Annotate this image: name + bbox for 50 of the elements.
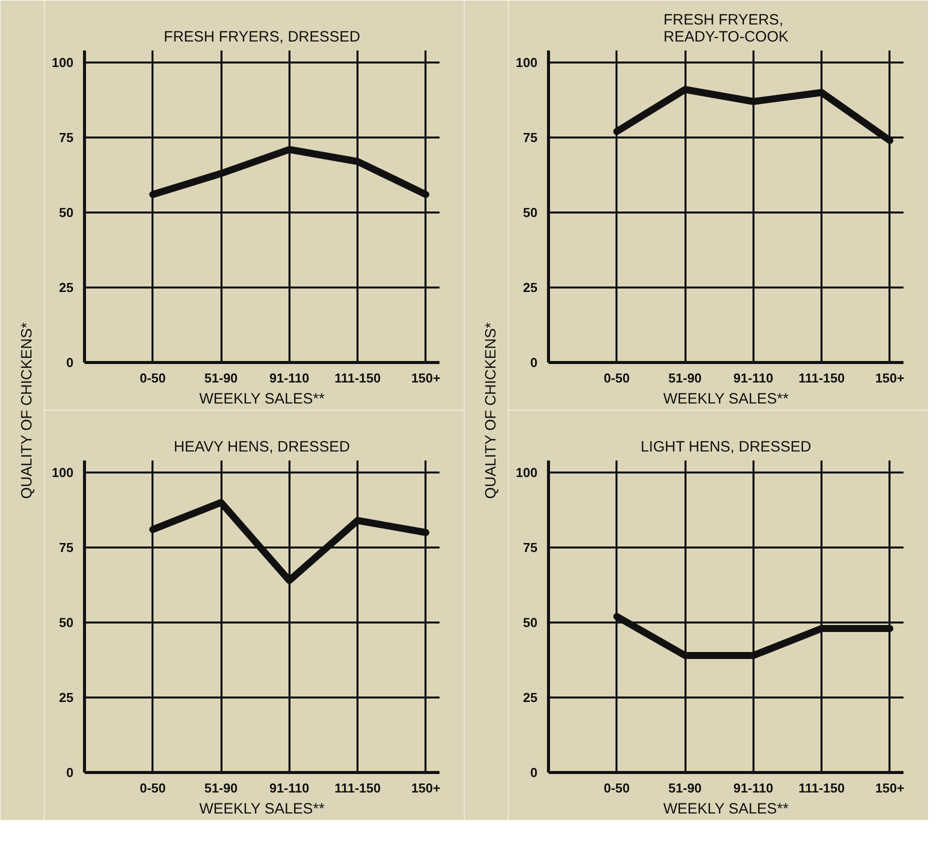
x-tick-label: 51-90 (204, 780, 238, 796)
y-axis-title: QUALITY OF CHICKENS* (18, 322, 36, 499)
x-axis-title: WEEKLY SALES** (663, 800, 789, 818)
y-tick-label: 0 (66, 765, 74, 780)
x-tick-label: 0-50 (604, 370, 630, 386)
x-tick-label: 150+ (411, 780, 441, 796)
y-tick-label: 100 (516, 55, 538, 70)
y-tick-label: 75 (523, 130, 538, 145)
y-tick-label: 100 (52, 55, 74, 70)
x-tick-label: 51-90 (668, 370, 702, 386)
x-tick-label: 150+ (875, 780, 905, 796)
y-tick-label: 75 (59, 540, 74, 555)
x-tick-label: 91-110 (733, 780, 774, 796)
x-axis-title: WEEKLY SALES** (663, 390, 789, 408)
x-tick-label: 51-90 (204, 370, 238, 386)
y-tick-label: 50 (59, 615, 74, 630)
chart-title: FRESH FRYERS, READY-TO-COOK (663, 12, 789, 46)
chart-title: LIGHT HENS, DRESSED (640, 438, 812, 456)
y-tick-label: 100 (52, 465, 74, 480)
y-tick-label: 0 (530, 355, 538, 370)
x-tick-label: 111-150 (334, 370, 381, 386)
y-tick-label: 25 (59, 690, 74, 705)
chart-title: FRESH FRYERS, DRESSED (164, 28, 360, 46)
y-axis-title: QUALITY OF CHICKENS* (482, 322, 500, 499)
y-tick-label: 75 (59, 130, 74, 145)
y-tick-label: 50 (523, 205, 538, 220)
y-tick-label: 0 (530, 765, 538, 780)
x-tick-label: 0-50 (604, 780, 630, 796)
chart-title: HEAVY HENS, DRESSED (174, 438, 350, 456)
y-tick-label: 100 (516, 465, 538, 480)
x-tick-label: 111-150 (334, 780, 381, 796)
y-tick-label: 0 (66, 355, 74, 370)
x-axis-title: WEEKLY SALES** (199, 390, 325, 408)
x-tick-label: 91-110 (733, 370, 774, 386)
x-tick-label: 150+ (411, 370, 441, 386)
x-tick-label: 111-150 (798, 780, 845, 796)
x-axis-title: WEEKLY SALES** (199, 800, 325, 818)
x-tick-label: 0-50 (140, 780, 166, 796)
x-tick-label: 91-110 (269, 370, 310, 386)
y-tick-label: 25 (523, 280, 538, 295)
y-tick-label: 50 (59, 205, 74, 220)
x-tick-label: 150+ (875, 370, 905, 386)
x-tick-label: 91-110 (269, 780, 310, 796)
y-tick-label: 25 (523, 690, 538, 705)
y-tick-label: 50 (523, 615, 538, 630)
x-tick-label: 51-90 (668, 780, 702, 796)
y-tick-label: 25 (59, 280, 74, 295)
x-tick-label: 0-50 (140, 370, 166, 386)
y-tick-label: 75 (523, 540, 538, 555)
x-tick-label: 111-150 (798, 370, 845, 386)
